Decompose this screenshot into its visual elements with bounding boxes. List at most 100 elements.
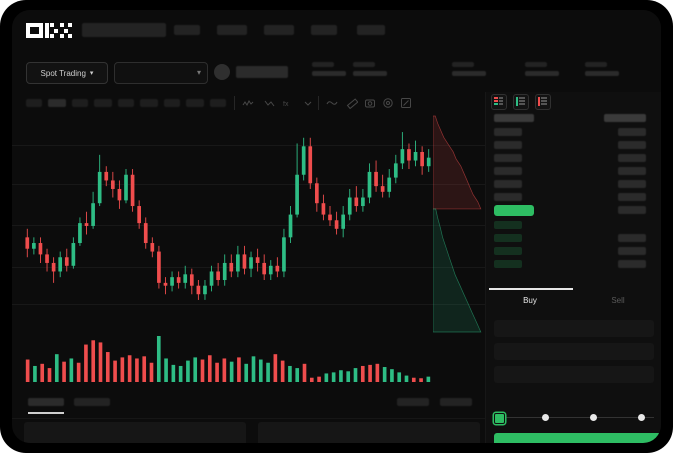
orderbook-row[interactable]: [494, 154, 522, 162]
ruler-icon[interactable]: [346, 97, 358, 109]
wave-icon[interactable]: [326, 97, 338, 109]
stat-item-1: [312, 62, 346, 76]
orderbook-both-icon[interactable]: [491, 94, 507, 110]
orderbook-row-value: [618, 193, 646, 201]
spot-trading-label: Spot Trading: [40, 68, 86, 78]
camera-icon[interactable]: [364, 97, 376, 109]
stat-label: [312, 62, 334, 67]
tab-action-1[interactable]: [397, 398, 429, 406]
orderbook-bids-icon[interactable]: [513, 94, 529, 110]
orderbook-rows[interactable]: [486, 114, 661, 289]
orderbook-row[interactable]: [494, 128, 522, 136]
pair-name-label: [236, 66, 288, 78]
tab-action-2[interactable]: [440, 398, 472, 406]
amount-field[interactable]: [494, 366, 654, 383]
tab-buy[interactable]: Buy: [523, 296, 537, 305]
orderbook-row[interactable]: [494, 193, 522, 201]
candle-series: [25, 132, 431, 300]
nav-item-2[interactable]: [217, 25, 247, 35]
buy-tab-indicator: [489, 288, 573, 290]
settings-icon[interactable]: [382, 97, 394, 109]
fullscreen-icon[interactable]: [400, 97, 412, 109]
orderbook-row-value: [618, 154, 646, 162]
interval-button-7[interactable]: [164, 99, 180, 107]
orderbook-row[interactable]: [494, 221, 522, 229]
top-navigation-bar: [12, 10, 661, 50]
price-field[interactable]: [494, 343, 654, 360]
orders-panels: [12, 418, 485, 443]
orderbook-row-value: [618, 128, 646, 136]
price-chart[interactable]: [12, 114, 485, 390]
stat-value: [452, 71, 486, 76]
indicators-icon[interactable]: fx: [282, 97, 294, 109]
interval-button-4[interactable]: [94, 99, 112, 107]
tab-sell[interactable]: Sell: [611, 296, 625, 305]
stat-value: [525, 71, 559, 76]
orders-panel-left[interactable]: [24, 422, 246, 443]
slider-track: [498, 417, 654, 418]
nav-item-5[interactable]: [357, 25, 385, 35]
interval-button-3[interactable]: [72, 99, 88, 107]
orders-panel-right[interactable]: [258, 422, 480, 443]
market-header: Spot Trading ▾ ▾: [12, 50, 661, 92]
stat-value: [353, 71, 387, 76]
tab-active-indicator: [28, 412, 64, 414]
okx-logo-icon[interactable]: [26, 23, 72, 38]
search-input[interactable]: [82, 23, 166, 37]
stat-label: [452, 62, 474, 67]
orderbook-row[interactable]: [494, 247, 522, 255]
slider-step-4[interactable]: [638, 414, 645, 421]
toolbar-divider: [318, 96, 319, 110]
nav-item-4[interactable]: [311, 25, 337, 35]
interval-button-8[interactable]: [186, 99, 204, 107]
toolbar-divider: [234, 96, 235, 110]
orderbook-row[interactable]: [494, 234, 522, 242]
interval-button-6[interactable]: [140, 99, 158, 107]
stat-item-5: [585, 62, 619, 76]
orderbook-row[interactable]: [494, 167, 522, 175]
pair-select[interactable]: ▾: [114, 62, 208, 84]
amount-percent-slider[interactable]: [494, 412, 654, 424]
stat-item-4: [525, 62, 559, 76]
tab-order-history[interactable]: [74, 398, 110, 406]
orderbook-asks-icon[interactable]: [535, 94, 551, 110]
nav-item-1[interactable]: [174, 25, 200, 35]
slider-step-2[interactable]: [542, 414, 549, 421]
orderbook-row-value: [618, 260, 646, 268]
pair-avatar: [214, 64, 230, 80]
spot-trading-selector[interactable]: Spot Trading ▾: [26, 62, 108, 84]
orderbook-highlighted-row[interactable]: [494, 205, 534, 216]
orderbook-row[interactable]: [494, 260, 522, 268]
stat-label: [585, 62, 607, 67]
stat-value: [312, 71, 346, 76]
stat-item-3: [452, 62, 486, 76]
app-screen: Spot Trading ▾ ▾: [12, 10, 661, 443]
orderbook-row[interactable]: [494, 141, 522, 149]
order-type-field[interactable]: [494, 320, 654, 337]
interval-button-9[interactable]: [210, 99, 226, 107]
slider-step-3[interactable]: [590, 414, 597, 421]
line-chart-icon[interactable]: [242, 97, 254, 109]
slider-handle[interactable]: [494, 413, 505, 424]
orderbook-row[interactable]: [494, 180, 522, 188]
stat-item-2: [353, 62, 387, 76]
depth-chart: [433, 115, 482, 333]
submit-order-button[interactable]: [494, 433, 661, 443]
orderbook-row-value: [618, 167, 646, 175]
chart-gridlines: [12, 145, 485, 305]
orderbook-col-header-left: [494, 114, 534, 122]
nav-item-3[interactable]: [264, 25, 294, 35]
chevron-down-icon[interactable]: [302, 97, 314, 109]
stat-label: [353, 62, 375, 67]
interval-button-5[interactable]: [118, 99, 134, 107]
volume-series: [25, 336, 431, 382]
candles-icon[interactable]: [264, 97, 276, 109]
order-form: [486, 316, 661, 401]
tab-open-orders[interactable]: [28, 398, 64, 406]
orderbook-mode-switcher: [491, 94, 551, 110]
svg-text:fx: fx: [283, 101, 289, 108]
interval-button-1[interactable]: [26, 99, 42, 107]
orderbook-row-value: [618, 141, 646, 149]
interval-button-2[interactable]: [48, 99, 66, 107]
